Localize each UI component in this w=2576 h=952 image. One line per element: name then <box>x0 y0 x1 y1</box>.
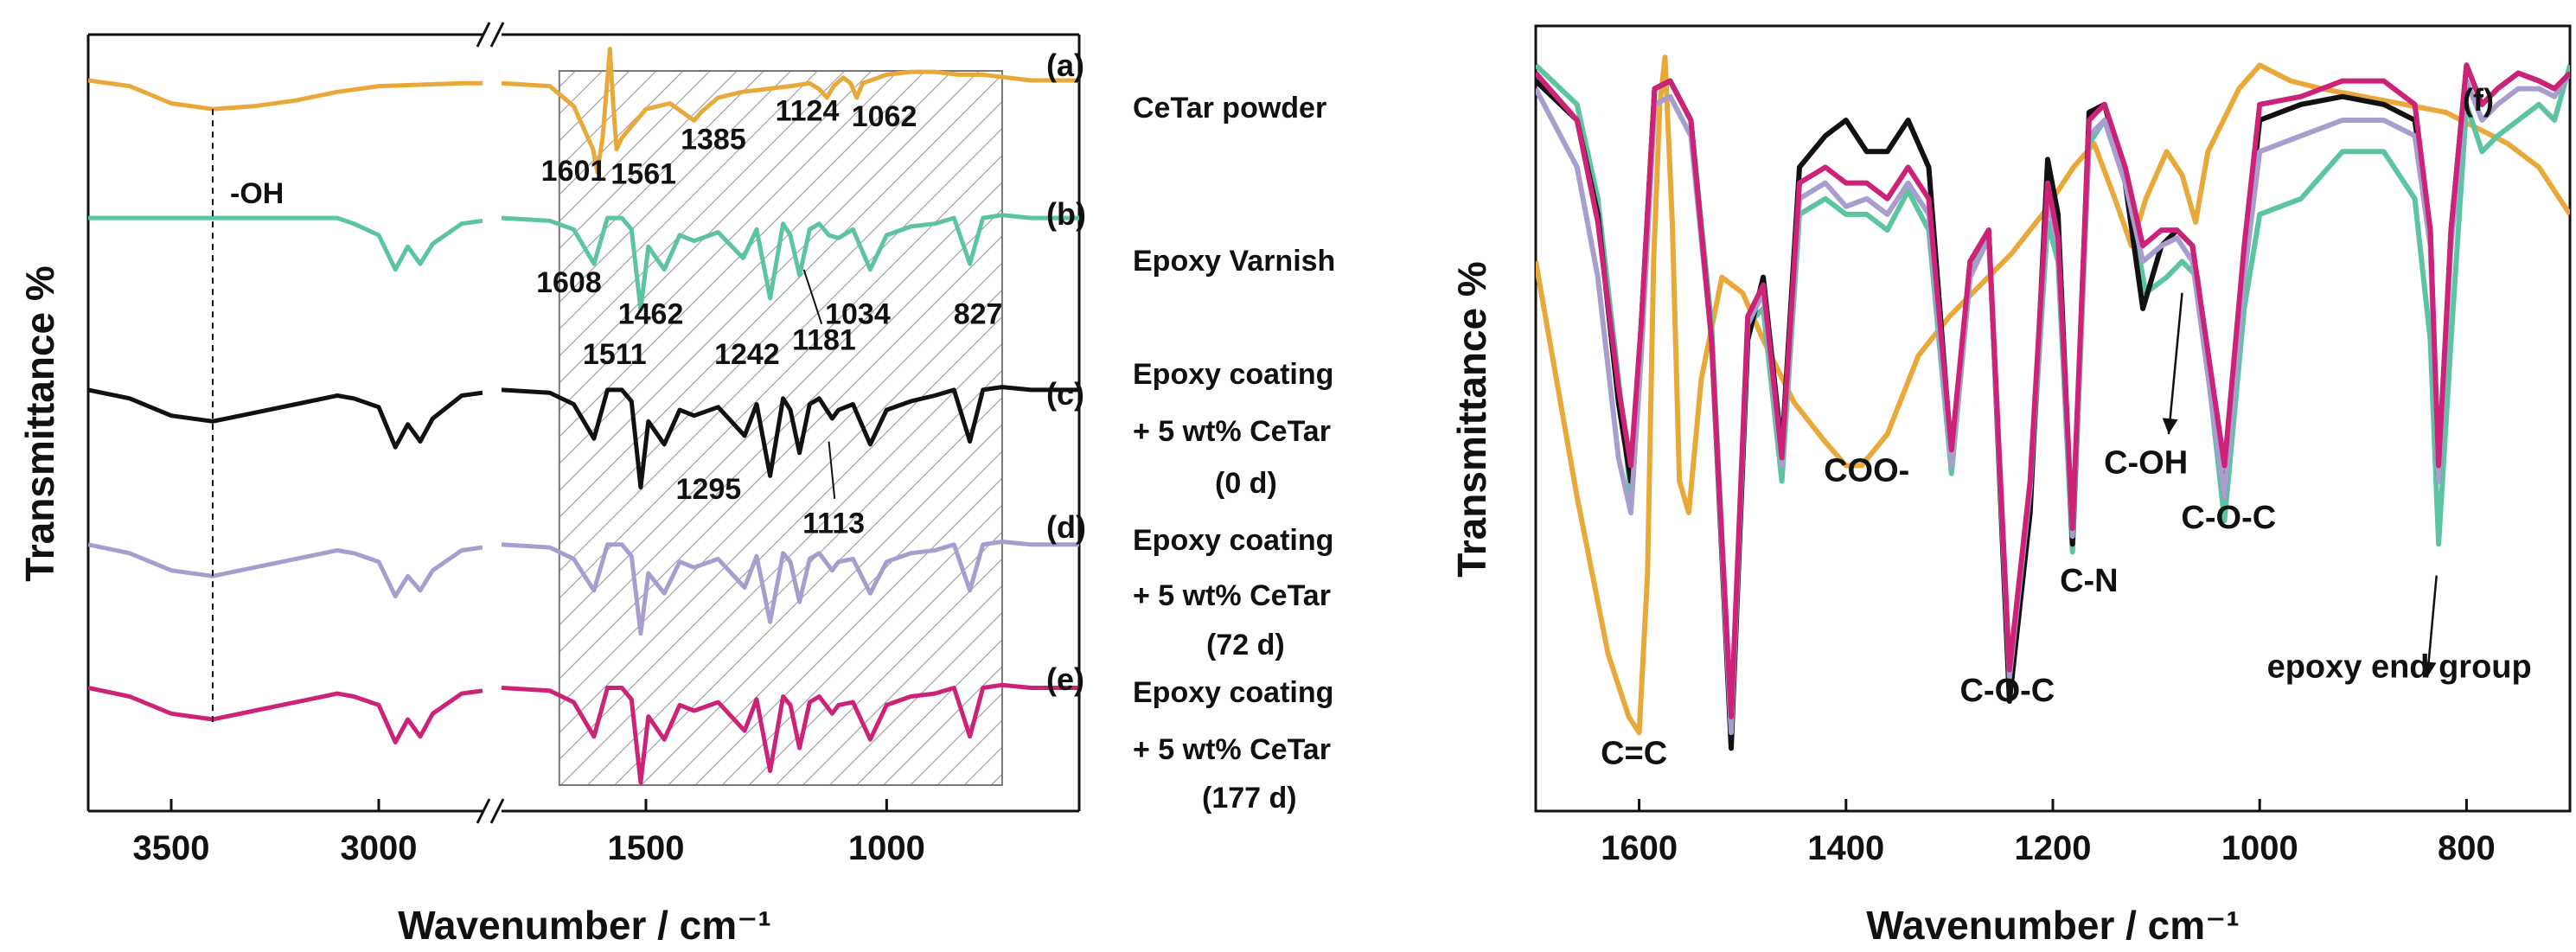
axis-break-mark <box>489 798 505 824</box>
annotation-coo: COO- <box>1824 453 1909 489</box>
right-tick-label-800: 800 <box>2438 829 2496 867</box>
legend-0d-line1: Epoxy coating <box>1133 358 1333 391</box>
oh-label: -OH <box>230 177 284 210</box>
legend-0d-line3: (0 d) <box>1215 467 1277 500</box>
left-series-cetar-powder-a <box>88 78 483 112</box>
peak-label-1062: 1062 <box>852 100 917 133</box>
legend-177d-line1: Epoxy coating <box>1133 676 1333 709</box>
tag-a: (a) <box>1046 48 1084 83</box>
peak-label-827: 827 <box>954 298 1003 331</box>
peak-label-1181: 1181 <box>792 324 856 357</box>
annotation-arrow-2 <box>2426 575 2438 678</box>
left-series-epoxy-coating-5-wt-cetar-72-d-b <box>502 540 1079 636</box>
left-y-axis-label: Transmittance % <box>17 265 62 582</box>
leader-1181 <box>802 269 823 324</box>
legend-0d-line2: + 5 wt% CeTar <box>1133 415 1331 448</box>
right-y-axis-label: Transmittance % <box>1449 261 1494 578</box>
left-series-epoxy-coating-5-wt-cetar-0-d-b <box>502 385 1079 490</box>
peak-label-1601: 1601 <box>541 155 607 188</box>
left-x-ticks: 3500 3000 1500 1000 <box>133 799 925 867</box>
annotation-c-c: C=C <box>1601 736 1667 772</box>
left-series-epoxy-coating-5-wt-cetar-177-d-a <box>88 686 483 744</box>
axis-break-mark <box>489 22 505 48</box>
left-series-epoxy-varnish-a <box>88 215 483 272</box>
peak-label-1295: 1295 <box>676 473 742 506</box>
right-tick-label-1400: 1400 <box>1807 829 1884 867</box>
annotation-arrow-head-1 <box>2162 418 2178 435</box>
left-axes-frame <box>86 22 1081 824</box>
peak-label-1561: 1561 <box>610 157 676 190</box>
tag-d: (d) <box>1046 509 1086 545</box>
right-chart-panel: 1600 1400 1200 1000 800 C=CCOO-C-O-CC-NC-OHC… <box>1449 24 2572 948</box>
annotation-c-o-c: C-O-C <box>2181 500 2276 536</box>
left-tick-label-1000: 1000 <box>848 829 925 867</box>
legend-epoxy-varnish: Epoxy Varnish <box>1133 245 1335 278</box>
legend-72d-line3: (72 d) <box>1206 629 1285 661</box>
peak-label-1462: 1462 <box>618 298 684 331</box>
tag-f: (f) <box>2463 82 2494 118</box>
right-series-group <box>1536 54 2570 751</box>
tag-c: (c) <box>1046 376 1084 412</box>
peak-label-1608: 1608 <box>536 266 602 299</box>
annotation-c-oh: C-OH <box>2104 445 2188 482</box>
left-series-epoxy-coating-5-wt-cetar-72-d-a <box>88 542 483 598</box>
peak-label-1385: 1385 <box>681 124 746 157</box>
right-series-epoxy-varnish <box>1536 63 2570 736</box>
right-x-ticks: 1600 1400 1200 1000 800 <box>1601 799 2496 867</box>
right-tick-label-1600: 1600 <box>1601 829 1678 867</box>
right-series-epoxy-coating-5-wt-cetar-0-d <box>1536 62 2570 751</box>
peak-label-1034: 1034 <box>825 298 891 331</box>
right-tick-label-1200: 1200 <box>2015 829 2092 867</box>
right-annotations: C=C COO- C-O-C C-N C-OH C-O-C epoxy end group <box>1601 292 2532 772</box>
peak-label-1113: 1113 <box>802 508 865 540</box>
left-series-epoxy-varnish-b <box>502 213 1079 312</box>
left-x-axis-label: Wavenumber / cm⁻¹ <box>398 903 771 948</box>
axis-break-mark <box>476 22 491 48</box>
legend-177d-line2: + 5 wt% CeTar <box>1133 733 1331 766</box>
left-series-epoxy-coating-5-wt-cetar-0-d-a <box>88 387 483 450</box>
tag-b: (b) <box>1046 196 1086 232</box>
left-tick-label-3500: 3500 <box>133 829 210 867</box>
left-tick-label-3000: 3000 <box>341 829 418 867</box>
right-series-epoxy-coating-5-wt-cetar-72-d <box>1536 71 2570 736</box>
legend-72d-line2: + 5 wt% CeTar <box>1133 579 1331 612</box>
annotation-arrow-head-2 <box>2420 661 2437 678</box>
peak-label-1242: 1242 <box>714 338 780 371</box>
legend-72d-line1: Epoxy coating <box>1133 524 1333 557</box>
right-tick-label-1000: 1000 <box>2221 829 2298 867</box>
right-x-axis-label: Wavenumber / cm⁻¹ <box>1866 903 2240 948</box>
peak-label-1511: 1511 <box>583 338 647 371</box>
left-series-group <box>88 47 1079 785</box>
left-series-cetar-powder-b <box>502 47 1079 175</box>
annotation-epoxy-end-group: epoxy end group <box>2267 649 2532 686</box>
leader-1113 <box>828 441 836 499</box>
left-tick-label-1500: 1500 <box>608 829 685 867</box>
annotation-c-n: C-N <box>2060 563 2119 599</box>
axis-break-mark <box>476 798 491 824</box>
legend-cetar-powder: CeTar powder <box>1133 92 1326 125</box>
right-series-epoxy-coating-5-wt-cetar-177-d <box>1536 62 2570 719</box>
tag-e: (e) <box>1046 661 1084 697</box>
legend-177d-line3: (177 d) <box>1202 782 1297 815</box>
annotation-arrow-1 <box>2167 292 2183 435</box>
annotation-c-o-c: C-O-C <box>1959 673 2055 709</box>
peak-label-1124: 1124 <box>776 94 840 127</box>
left-series-epoxy-coating-5-wt-cetar-177-d-b <box>502 682 1079 785</box>
